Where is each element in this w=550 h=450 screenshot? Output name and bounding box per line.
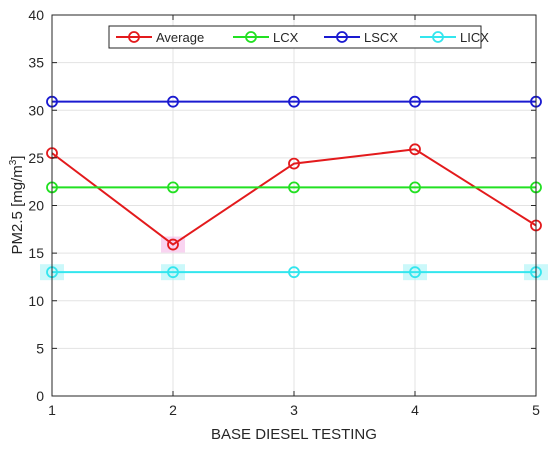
y-axis-title-superscript: 3 xyxy=(8,159,19,165)
data-point-lscx xyxy=(288,95,300,108)
data-point-lscx xyxy=(409,95,421,108)
legend: Average LCX LSCX LICX xyxy=(108,25,489,49)
series-layer xyxy=(40,95,548,281)
y-axis-title: PM2.5 [mg/m3] xyxy=(8,156,26,255)
x-tick-label: 1 xyxy=(48,402,56,418)
y-tick-label: 15 xyxy=(28,245,44,261)
legend-marker-licx xyxy=(432,31,444,43)
data-point-average xyxy=(167,238,179,251)
data-point-lscx xyxy=(167,95,179,108)
legend-marker-lscx xyxy=(336,31,348,43)
x-tick-label: 4 xyxy=(411,402,419,418)
x-tick-label: 3 xyxy=(290,402,298,418)
axis-ticks: 1 2 3 4 5 0 5 10 15 20 25 30 35 40 xyxy=(28,7,540,418)
y-tick-label: 25 xyxy=(28,150,44,166)
x-axis-title: BASE DIESEL TESTING xyxy=(211,426,377,443)
y-axis-title-main: PM2.5 [mg/m xyxy=(9,165,26,254)
data-point-average xyxy=(409,143,421,156)
legend-label-lcx: LCX xyxy=(273,30,299,45)
legend-label-licx: LICX xyxy=(460,30,489,45)
y-axis-title-suffix: ] xyxy=(9,156,26,160)
legend-marker-average xyxy=(128,31,140,43)
series-line-average xyxy=(51,148,537,246)
legend-label-average: Average xyxy=(156,30,204,45)
y-tick-label: 0 xyxy=(36,388,44,404)
legend-label-lscx: LSCX xyxy=(364,30,398,45)
y-tick-label: 20 xyxy=(28,198,44,214)
x-tick-label: 2 xyxy=(169,402,177,418)
data-point-licx xyxy=(167,266,179,279)
y-tick-label: 5 xyxy=(36,340,44,356)
data-point-lcx xyxy=(288,181,300,194)
legend-box xyxy=(108,25,482,49)
legend-marker-lcx xyxy=(245,31,257,43)
data-point-average xyxy=(288,157,300,170)
data-point-licx xyxy=(409,266,421,279)
data-point-lcx xyxy=(409,181,421,194)
y-tick-label: 30 xyxy=(28,102,44,118)
x-tick-label: 5 xyxy=(532,402,540,418)
y-tick-label: 35 xyxy=(28,55,44,71)
y-tick-label: 10 xyxy=(28,293,44,309)
y-tick-label: 40 xyxy=(28,7,44,23)
data-point-licx xyxy=(288,266,300,279)
data-point-lcx xyxy=(167,181,179,194)
